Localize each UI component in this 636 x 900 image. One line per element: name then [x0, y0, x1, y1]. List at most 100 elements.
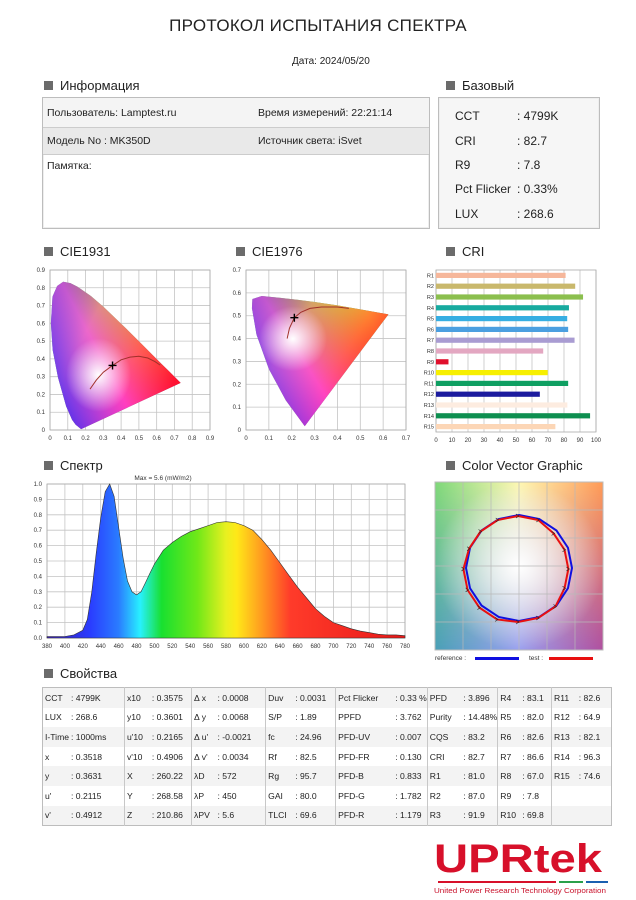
prop-label: PFD-G	[335, 785, 394, 806]
category-label: R10	[424, 371, 434, 377]
section-marker-icon	[44, 247, 53, 256]
legend-test-swatch	[549, 657, 593, 660]
prop-value: : 0.833	[395, 771, 422, 782]
spectrum-chart: 380 400 420 440 460 480 500 520 540 560 580 600 620 6…	[34, 475, 411, 650]
category-label: R8	[427, 349, 434, 355]
y-tick-label: 0.9	[37, 268, 46, 274]
prop-value: : 82.6	[578, 692, 601, 703]
x-tick-label: 0.1	[64, 436, 73, 442]
info-row-memo: Памятка:	[43, 156, 429, 176]
prop-label: R12	[550, 707, 577, 728]
x-tick-label: 0	[244, 436, 248, 442]
x-tick-label: 440	[96, 644, 107, 650]
prop-value: : 82.0	[522, 712, 544, 723]
prop-value: : 86.6	[522, 751, 544, 762]
x-tick-label: 760	[382, 644, 393, 650]
y-tick-label: 0.1	[37, 410, 46, 416]
cri-bar-r6	[436, 326, 569, 332]
prop-label: Δ x	[191, 687, 216, 708]
prop-value: : 80.0	[295, 790, 317, 801]
prop-value: : 82.1	[578, 731, 601, 742]
category-label: R7	[427, 338, 434, 344]
table-row: v': 0.4912 Z: 210.86 λPV: 5.6 TLCI: 69.6 PFD…	[42, 805, 612, 826]
basic-value: : 82.7	[517, 134, 548, 148]
cri-bar-r11	[436, 380, 569, 386]
props-heading: Свойства	[44, 666, 117, 681]
prop-label: PFD	[426, 687, 462, 708]
x-tick-label: 0.3	[99, 436, 108, 442]
legend-reference-label: reference :	[435, 655, 466, 660]
y-tick-label: 0.4	[37, 357, 46, 363]
x-tick-label: 660	[293, 644, 304, 650]
x-tick-label: 740	[364, 644, 375, 650]
category-label: R11	[424, 381, 434, 387]
vector-heading: Color Vector Graphic	[446, 458, 583, 473]
prop-label: Duv	[265, 687, 294, 708]
y-tick-label: 0.3	[233, 359, 242, 365]
cie1931-chart: 0 0.1 0.2 0.3 0.4 0.5 0.6 0.7 0.8 0.9 0 0.1 0.2 0.3 0.…	[37, 268, 215, 442]
x-tick-label: 30	[481, 438, 488, 444]
y-tick-label: 0.4	[34, 574, 43, 580]
section-marker-icon	[236, 247, 245, 256]
y-tick-label: 0	[42, 428, 46, 434]
report-date: Дата: 2024/05/20	[292, 56, 370, 67]
vector-arrow	[515, 513, 520, 519]
basic-label: CCT	[455, 109, 480, 123]
prop-label: R15	[550, 766, 577, 786]
x-tick-label: 0.7	[170, 436, 179, 442]
prop-value: : 3.896	[463, 692, 490, 703]
cri-chart: 0 10 20 30 40 50 60 70 80 90 100 R1 R2 R3 R4 R5 R6 R7 R8 R9…	[424, 269, 602, 444]
properties-table: CCT: 4799K x10: 0.3575 Δ x: 0.0008 Duv: 0.0…	[42, 687, 612, 827]
measure-time-field: Время измерений: 22:21:14	[258, 106, 393, 119]
prop-label: R14	[550, 746, 577, 767]
prop-label: Purity	[426, 707, 462, 728]
prop-value: : 69.8	[522, 810, 544, 821]
prop-value: : 0.0031	[295, 692, 327, 703]
prop-label: Rf	[265, 746, 294, 767]
vector-arrow	[495, 517, 500, 523]
section-marker-icon	[44, 669, 53, 678]
prop-label: v'10	[123, 746, 150, 767]
legend-test-label: test :	[529, 655, 543, 660]
basic-heading: Базовый	[446, 78, 514, 93]
basic-item-r9: R9: 7.8	[455, 158, 540, 172]
vector-arrow	[551, 531, 556, 536]
vector-arrow	[515, 619, 520, 625]
test-polygon	[462, 514, 570, 624]
x-tick-label: 540	[185, 644, 196, 650]
vector-heading-label: Color Vector Graphic	[462, 458, 583, 473]
table-row: x: 0.3518 v'10: 0.4906 Δ v': 0.0034 Rf: 82.…	[43, 746, 612, 767]
x-tick-label: 500	[149, 644, 160, 650]
cie1931-heading: CIE1931	[44, 244, 111, 259]
prop-label: Δ v'	[191, 746, 216, 767]
prop-label: R4	[497, 687, 521, 708]
x-tick-label: 90	[577, 438, 584, 444]
info-heading-label: Информация	[60, 78, 140, 93]
prop-value: : 24.96	[295, 731, 322, 742]
prop-label: u'	[45, 790, 52, 801]
prop-value: : 96.3	[578, 751, 601, 762]
locus-white-fill	[50, 281, 181, 430]
cri-bar-r15	[436, 424, 556, 430]
x-tick-label: 10	[449, 438, 456, 444]
info-panel: Пользователь: Lamptest.ru Время измерени…	[42, 97, 430, 229]
x-tick-label: 0.4	[117, 436, 126, 442]
x-tick-label: 20	[465, 438, 472, 444]
table-row: u': 0.2115 Y: 268.58 λP: 450 GAI: 80.0 PFD-G…	[43, 785, 612, 806]
basic-item-flicker: Pct Flicker: 0.33%	[455, 182, 558, 196]
prop-value: : 450	[217, 790, 237, 801]
section-marker-icon	[446, 247, 455, 256]
max-annotation: Max = 5.6 (mW/m2)	[134, 475, 191, 482]
cri-bar-r14	[436, 413, 591, 419]
y-tick-label: 0.2	[233, 382, 242, 388]
x-tick-label: 40	[497, 438, 504, 444]
cri-bar-r1	[436, 272, 566, 278]
category-label: R3	[427, 295, 434, 301]
prop-label: I-Time	[45, 731, 70, 742]
y-tick-label: 0.6	[233, 291, 242, 297]
cie1976-heading-label: CIE1976	[252, 244, 303, 259]
prop-label: x10	[123, 687, 150, 708]
prop-value: : 87.0	[463, 790, 485, 801]
x-tick-label: 0.1	[265, 436, 274, 442]
prop-value: : 82.6	[522, 731, 544, 742]
